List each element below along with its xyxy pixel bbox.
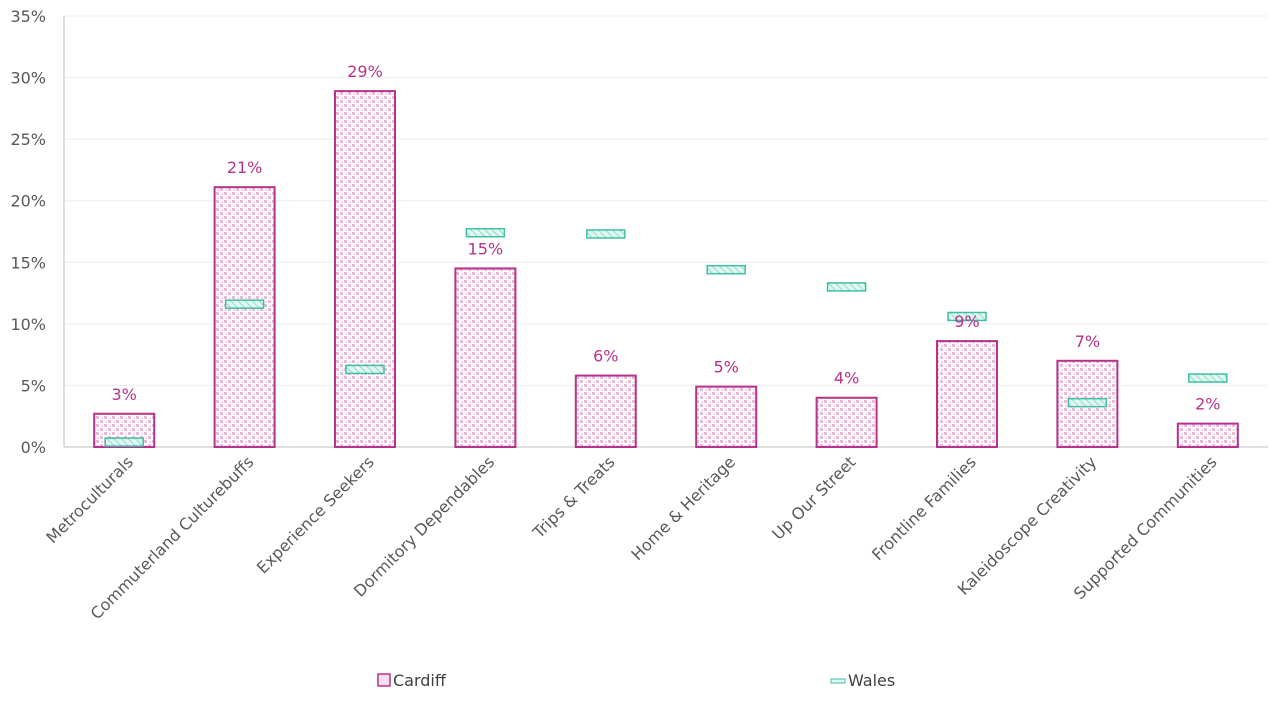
bar-cardiff xyxy=(936,340,998,448)
bar-cardiff xyxy=(815,396,878,448)
legend-label-wales: Wales xyxy=(848,671,895,690)
x-tick-label: Dormitory Dependables xyxy=(350,452,498,600)
dash-wales xyxy=(345,364,385,375)
bar-cardiff xyxy=(695,385,758,449)
data-label: 3% xyxy=(112,385,137,404)
data-label: 5% xyxy=(714,358,739,377)
dash-wales xyxy=(826,282,867,292)
x-tick-label: Kaleidoscope Creativity xyxy=(954,452,1100,598)
data-label: 6% xyxy=(593,347,618,366)
y-tick-label: 35% xyxy=(10,7,46,26)
x-tick-label: Supported Communities xyxy=(1070,452,1221,603)
bar-cardiff xyxy=(1176,422,1239,448)
x-tick-label: Trips & Treats xyxy=(528,452,618,542)
data-label: 4% xyxy=(834,369,859,388)
y-tick-label: 30% xyxy=(10,69,46,88)
y-tick-label: 10% xyxy=(10,315,46,334)
bar-cardiff xyxy=(574,374,637,449)
x-tick-label: Frontline Families xyxy=(868,452,980,564)
y-tick-label: 5% xyxy=(21,376,46,395)
bar-cardiff xyxy=(213,186,276,448)
x-tick-label: Metroculturals xyxy=(42,452,137,547)
dash-wales xyxy=(104,437,144,447)
data-label: 7% xyxy=(1075,332,1100,351)
data-label: 2% xyxy=(1195,395,1220,414)
x-tick-label: Home & Heritage xyxy=(627,452,739,564)
dash-wales xyxy=(465,227,506,238)
legend-swatch-cardiff xyxy=(377,673,391,687)
dash-wales xyxy=(224,299,265,309)
y-tick-label: 25% xyxy=(10,130,46,149)
data-label: 9% xyxy=(954,312,979,331)
legend-label-cardiff: Cardiff xyxy=(393,671,447,690)
data-label: 21% xyxy=(227,158,263,177)
data-label: 29% xyxy=(347,62,383,81)
legend-swatch-wales xyxy=(830,678,846,684)
y-tick-label: 15% xyxy=(10,253,46,272)
dash-wales xyxy=(1067,397,1108,408)
y-tick-label: 0% xyxy=(21,438,46,457)
x-tick-label: Experience Seekers xyxy=(253,452,378,577)
dash-wales xyxy=(586,229,626,239)
bar-cardiff xyxy=(454,267,517,449)
dash-wales xyxy=(947,311,987,322)
x-tick-label: Up Our Street xyxy=(768,452,859,543)
data-label: 15% xyxy=(468,239,504,258)
dash-wales xyxy=(706,264,746,275)
bar-cardiff xyxy=(334,90,396,448)
y-tick-label: 20% xyxy=(10,192,46,211)
dash-wales xyxy=(1188,373,1228,383)
